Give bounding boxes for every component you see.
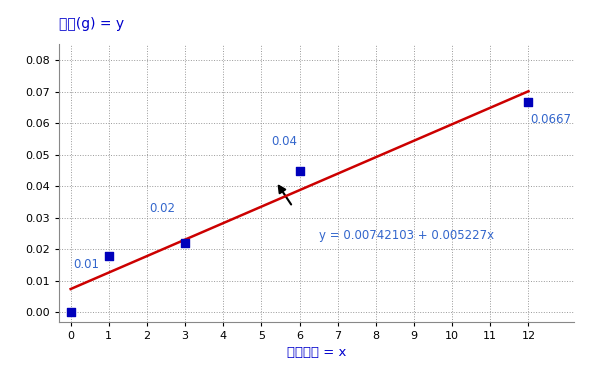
Text: 무게(g) = y: 무게(g) = y	[59, 17, 124, 31]
X-axis label: 흥착시간 = x: 흥착시간 = x	[287, 346, 346, 360]
Point	[181, 240, 190, 246]
Point	[295, 168, 304, 174]
Text: y = 0.00742103 + 0.005227x: y = 0.00742103 + 0.005227x	[318, 229, 494, 242]
Text: 0.0667: 0.0667	[530, 113, 571, 127]
Text: 0.04: 0.04	[271, 135, 297, 148]
Point	[104, 253, 114, 259]
Point	[66, 309, 75, 315]
Text: 0.02: 0.02	[149, 202, 175, 215]
Point	[524, 99, 533, 105]
Text: 0.01: 0.01	[73, 259, 99, 272]
